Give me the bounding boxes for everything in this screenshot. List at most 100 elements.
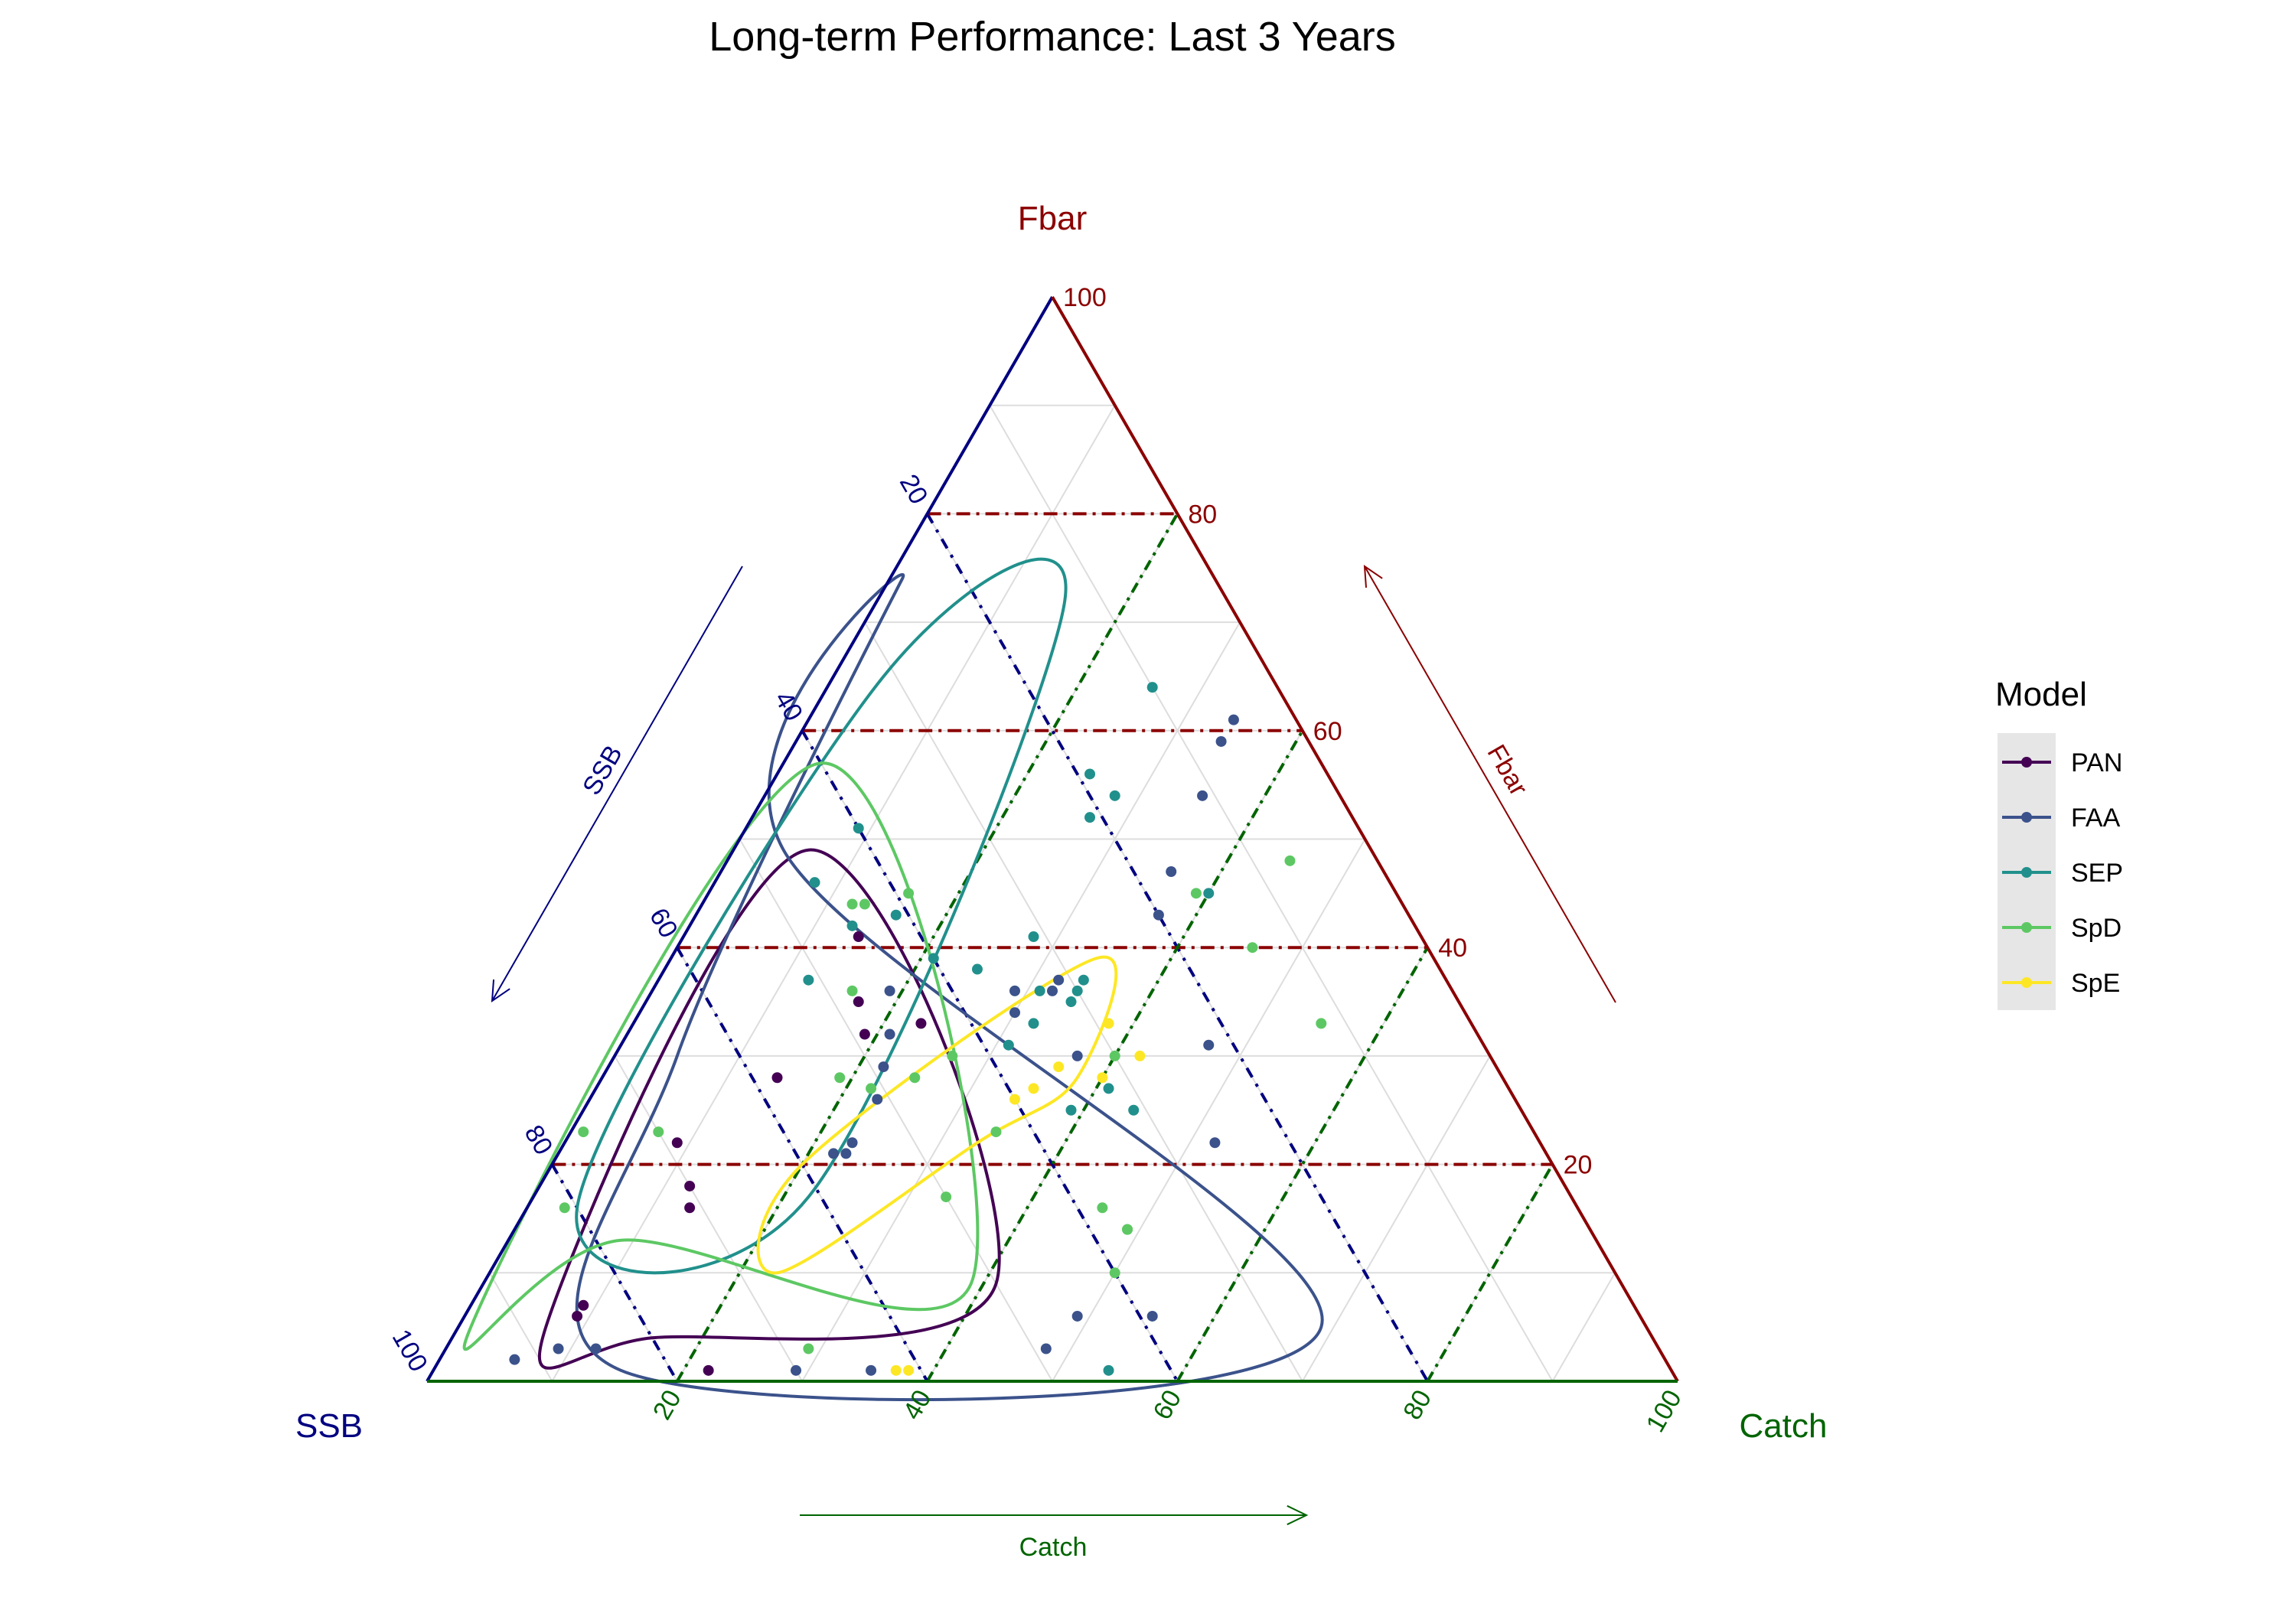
data-point-spe	[1134, 1050, 1146, 1061]
data-point-spd	[866, 1083, 877, 1094]
data-point-faa	[1071, 1310, 1083, 1322]
data-point-spd	[653, 1126, 664, 1138]
data-point-faa	[791, 1364, 802, 1376]
data-point-faa	[1047, 985, 1058, 996]
data-point-pan	[915, 1018, 927, 1029]
data-point-sep	[1084, 768, 1096, 780]
data-point-sep	[971, 963, 983, 975]
ellipse-faa	[575, 572, 1324, 1402]
data-point-faa	[1203, 1039, 1215, 1051]
grid-line	[739, 839, 1053, 1382]
data-point-faa	[1166, 866, 1177, 878]
data-point-pan	[853, 996, 864, 1008]
catch-tick-label: 60	[1148, 1385, 1188, 1425]
data-point-spd	[1284, 855, 1296, 866]
data-point-pan	[684, 1180, 696, 1191]
data-point-pan	[859, 1028, 870, 1040]
data-point-faa	[1009, 985, 1020, 996]
data-point-faa	[553, 1343, 564, 1354]
data-point-sep	[1103, 1364, 1114, 1376]
data-point-pan	[572, 1310, 583, 1322]
ellipse-spd	[462, 761, 980, 1351]
catch-axis-title: Catch	[1740, 1407, 1828, 1445]
data-point-faa	[1209, 1137, 1221, 1149]
legend-key-point-pan	[2021, 757, 2032, 768]
data-point-spd	[578, 1126, 589, 1138]
fbar-tick-label: 60	[1313, 717, 1342, 746]
data-point-faa	[872, 1094, 883, 1105]
legend-key-point-spd	[2021, 922, 2032, 933]
axes	[426, 296, 1679, 1383]
data-point-faa	[846, 1137, 858, 1149]
data-point-sep	[1065, 996, 1077, 1008]
grid	[488, 404, 1616, 1382]
ssb-axis-line	[426, 296, 1054, 1382]
legend: Model PAN FAA SEP SpD SpE	[1995, 676, 2123, 1010]
catch-arrow-label: Catch	[1019, 1533, 1088, 1562]
data-point-sep	[1078, 974, 1089, 986]
data-point-sep	[803, 974, 814, 986]
data-point-spd	[859, 898, 870, 910]
catch-reference-line	[925, 729, 1304, 1382]
ssb-axis-title: SSB	[295, 1407, 363, 1445]
data-point-sep	[890, 909, 902, 921]
data-point-sep	[1071, 985, 1083, 996]
data-point-spd	[1109, 1050, 1120, 1061]
catch-direction-arrow-head	[1287, 1504, 1309, 1526]
grid-line	[989, 405, 1554, 1382]
data-point-sep	[809, 877, 820, 888]
grid-line	[551, 405, 1116, 1382]
confidence-ellipses	[462, 557, 1324, 1402]
chart-title: Long-term Performance: Last 3 Years	[709, 14, 1396, 60]
data-point-pan	[671, 1137, 683, 1149]
legend-label-spd: SpD	[2071, 914, 2122, 943]
data-point-sep	[1203, 888, 1215, 899]
ssb-arrow-label: SSB	[577, 741, 628, 800]
data-point-sep	[1003, 1039, 1014, 1051]
data-point-faa	[1146, 1310, 1158, 1322]
data-point-spd	[1316, 1018, 1327, 1029]
data-point-faa	[1009, 1007, 1020, 1019]
legend-label-spe: SpE	[2071, 969, 2120, 998]
catch-tick-label: 100	[1641, 1385, 1688, 1437]
ssb-reference-line	[676, 947, 929, 1382]
data-point-pan	[853, 931, 864, 943]
fbar-axis-line	[1051, 296, 1679, 1382]
legend-label-faa: FAA	[2071, 804, 2121, 833]
data-point-sep	[853, 823, 864, 834]
data-point-faa	[1215, 735, 1227, 747]
data-points	[509, 682, 1327, 1376]
data-point-spd	[947, 1050, 958, 1061]
data-point-spe	[890, 1364, 902, 1376]
data-point-spd	[903, 888, 915, 899]
legend-label-pan: PAN	[2071, 748, 2122, 777]
data-point-spe	[1028, 1083, 1039, 1094]
ellipse-spe	[756, 955, 1118, 1275]
data-point-faa	[1197, 790, 1208, 801]
legend-key-point-sep	[2021, 867, 2032, 878]
fbar-tick-label: 100	[1063, 283, 1107, 312]
ellipse-pan	[537, 848, 1001, 1370]
grid-line	[614, 1055, 804, 1382]
data-point-spd	[1097, 1202, 1108, 1214]
data-point-faa	[1053, 974, 1065, 986]
data-point-spd	[834, 1072, 846, 1084]
data-point-spe	[1097, 1072, 1108, 1084]
data-point-spd	[990, 1126, 1002, 1138]
fbar-tick-label: 40	[1438, 934, 1467, 963]
data-point-faa	[1228, 714, 1239, 725]
data-point-spe	[903, 1364, 915, 1376]
ssb-reference-line	[801, 729, 1179, 1382]
data-point-sep	[846, 920, 858, 931]
data-point-spd	[846, 985, 858, 996]
data-point-spd	[1247, 942, 1258, 953]
axis-labels: 20 20 20 40 40 40 60 60 60 80 80 80 100 100 100 Fbar SSB…	[295, 200, 1828, 1562]
data-point-faa	[884, 1028, 895, 1040]
data-point-sep	[1084, 812, 1096, 823]
data-point-spd	[1109, 1267, 1120, 1279]
catch-tick-label: 80	[1397, 1385, 1437, 1425]
fbar-axis-title: Fbar	[1018, 200, 1087, 237]
fbar-arrow-label: Fbar	[1482, 740, 1534, 801]
grid-line	[864, 621, 1303, 1382]
